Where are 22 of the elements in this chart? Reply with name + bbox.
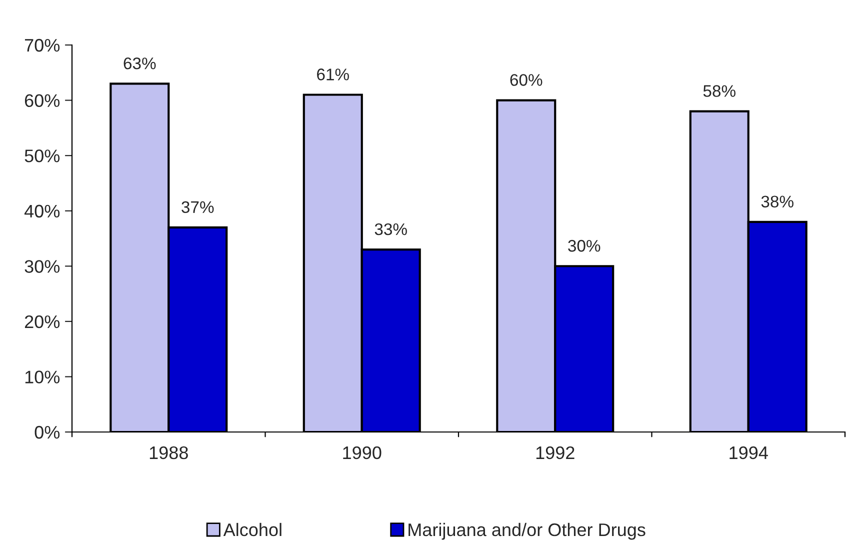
y-tick-label: 20% [24,315,60,328]
y-tick-label: 10% [25,370,60,384]
y-tick-label: 60% [24,94,60,108]
y-tick-label: 70% [24,38,60,52]
y-tick-label: 40% [24,204,60,218]
data-label: 63% [124,57,156,70]
data-label: 58% [703,85,736,97]
x-tick-label: 1992 [536,446,574,460]
x-tick-label: 1990 [343,446,382,460]
data-label: 60% [510,74,542,86]
y-tick-label: 0% [34,426,60,439]
x-tick-label: 1994 [730,446,768,460]
data-label: 61% [317,68,349,80]
y-tick-label: 50% [24,150,60,162]
y-tick-label: 30% [24,260,60,273]
data-label: 37% [182,201,214,214]
x-tick-label: 1988 [150,446,188,460]
data-label: 38% [761,196,794,208]
data-label: 33% [374,223,407,236]
legend-label: Alcohol [223,522,282,536]
legend-label: Marijuana and/or Other Drugs [408,522,646,540]
data-label: 30% [568,240,600,252]
